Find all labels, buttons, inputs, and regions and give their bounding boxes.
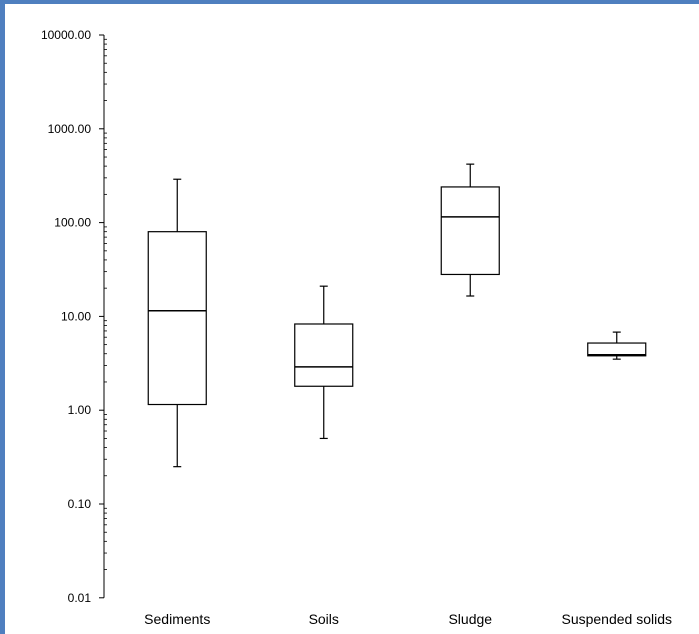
box-sludge [440, 163, 500, 297]
interquartile-box [294, 323, 354, 387]
interquartile-box [440, 186, 500, 276]
y-tick-label: 0.10 [68, 497, 92, 511]
box-suspended-solids [587, 331, 647, 360]
x-category-label: Sludge [448, 611, 492, 627]
y-tick-label: 100.00 [54, 216, 91, 230]
y-tick-label: 0.01 [68, 591, 92, 605]
x-category-label: Sediments [144, 611, 210, 627]
y-axis: 0.01 0.10 1.00 10.00 100.00 1000.00 10000.00 [41, 28, 107, 605]
box-sediments [147, 178, 207, 468]
y-tick-label: 10000.00 [41, 28, 91, 42]
box-plot-series [147, 163, 647, 468]
interquartile-box [587, 342, 647, 357]
x-category-label: Suspended solids [561, 611, 672, 627]
x-axis-labels: Sediments Soils Sludge Suspended solids [144, 611, 672, 627]
x-category-label: Soils [309, 611, 339, 627]
box-soils [294, 285, 354, 440]
interquartile-box [147, 231, 207, 406]
y-tick-label: 1.00 [68, 403, 92, 417]
y-tick-label: 10.00 [61, 309, 91, 323]
y-tick-label: 1000.00 [48, 122, 92, 136]
